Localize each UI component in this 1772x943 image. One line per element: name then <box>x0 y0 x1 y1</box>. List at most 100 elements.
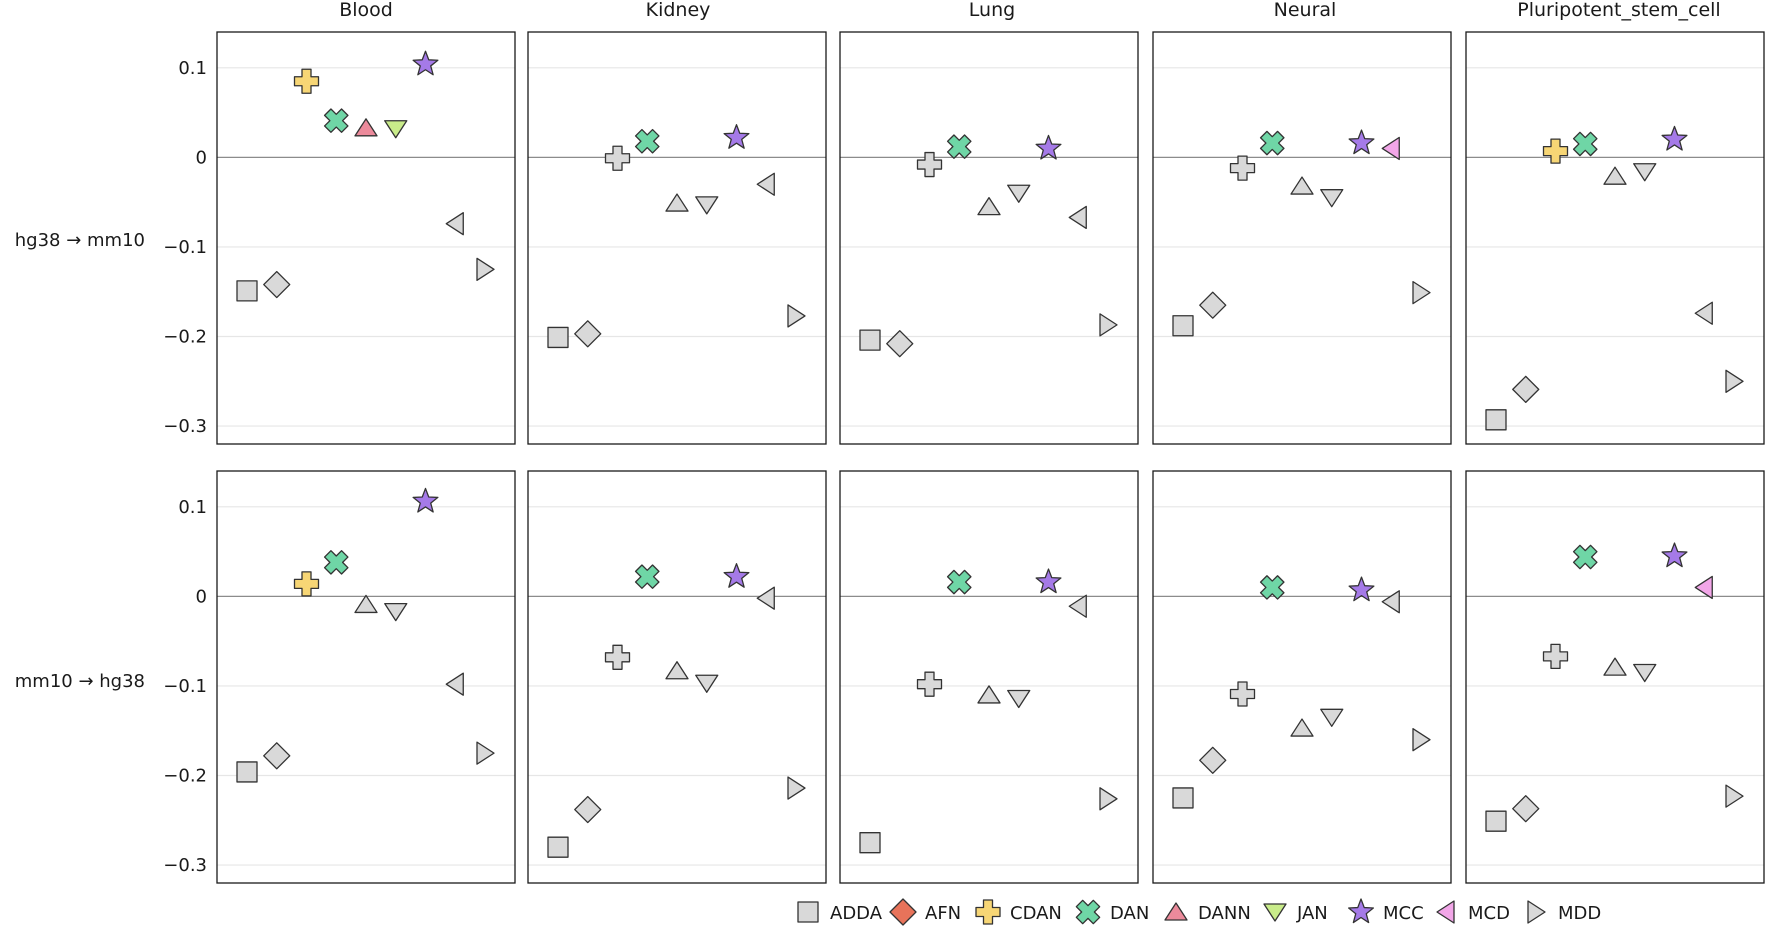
point-jan <box>384 602 408 622</box>
panel-hg38-mm10-lung <box>839 31 1139 445</box>
point-adda <box>1172 787 1194 809</box>
panel-hg38-mm10-neural <box>1152 31 1452 445</box>
point-mcd <box>1694 301 1713 325</box>
point-adda <box>1485 810 1507 832</box>
point-afn <box>263 742 291 770</box>
point-jan <box>1633 163 1657 182</box>
panel-frame <box>1152 31 1452 445</box>
point-jan <box>1320 708 1344 727</box>
panel-mm10-hg38-neural <box>1152 470 1452 884</box>
point-dan <box>323 550 349 575</box>
point-mcc <box>412 50 439 76</box>
point-jan <box>1320 189 1344 208</box>
legend-swatch-afn <box>889 898 917 926</box>
point-adda <box>236 280 258 302</box>
point-dan <box>634 128 660 154</box>
legend-item-mcd: MCD <box>1436 900 1510 924</box>
point-dan <box>1572 131 1598 157</box>
legend-label-mdd: MDD <box>1558 903 1601 924</box>
point-afn <box>1512 375 1540 404</box>
point-cdan <box>916 671 943 697</box>
point-mcd <box>1694 575 1713 600</box>
legend-swatch-dan <box>1075 899 1101 925</box>
legend-swatch-cdan <box>975 899 1001 925</box>
legend-swatch-dann <box>1164 902 1188 921</box>
point-mcc <box>1661 125 1688 151</box>
point-cdan <box>1542 138 1569 164</box>
point-dan <box>1259 130 1285 156</box>
point-mcc <box>1035 568 1062 594</box>
legend-label-dan: DAN <box>1110 903 1149 924</box>
y-tick-label: 0.1 <box>178 58 207 79</box>
point-adda <box>236 761 258 783</box>
row-label-hg38-to-mm10: hg38 → mm10 <box>15 230 145 251</box>
point-afn <box>574 320 602 348</box>
panel-frame <box>527 31 827 445</box>
y-tick-label: 0 <box>196 586 207 607</box>
point-cdan <box>604 644 631 670</box>
legend-item-mcc: MCC <box>1347 898 1424 924</box>
panel-mm10-hg38-kidney <box>527 470 827 884</box>
row-label-mm10-to-hg38: mm10 → hg38 <box>15 671 145 692</box>
point-mcd <box>445 672 464 696</box>
point-mcc <box>1035 134 1062 160</box>
point-cdan <box>1229 155 1256 181</box>
panel-frame <box>527 470 827 884</box>
point-dann <box>1290 176 1314 195</box>
point-jan <box>1633 663 1657 683</box>
y-tick-label: −0.1 <box>163 676 207 697</box>
point-cdan <box>1229 681 1256 707</box>
legend-label-dann: DANN <box>1198 903 1251 924</box>
column-titles: Blood Kidney Lung Neural Pluripotent_ste… <box>339 0 1721 21</box>
point-adda <box>1485 409 1507 431</box>
legend-item-dan: DAN <box>1075 899 1149 925</box>
point-jan <box>1007 184 1031 203</box>
point-dann <box>354 594 378 614</box>
point-dann <box>1290 718 1314 737</box>
point-mcc <box>1661 542 1688 568</box>
point-dann <box>665 661 689 680</box>
point-jan <box>695 196 719 215</box>
col-title-lung: Lung <box>969 0 1015 21</box>
legend-label-jan: JAN <box>1296 903 1328 924</box>
legend-item-afn: AFN <box>889 898 961 926</box>
panel-frame <box>216 31 516 445</box>
legend-item-cdan: CDAN <box>975 899 1062 925</box>
panel-hg38-mm10-blood: 0.1 0 −0.1 −0.2 −0.3 <box>163 31 516 445</box>
point-mcd <box>756 172 775 196</box>
point-afn <box>1512 795 1540 823</box>
point-cdan <box>916 151 943 178</box>
point-adda <box>547 836 569 858</box>
legend-label-afn: AFN <box>925 903 961 924</box>
point-afn <box>886 330 914 358</box>
point-dann <box>665 193 689 212</box>
point-mdd <box>787 776 806 800</box>
col-title-blood: Blood <box>339 0 393 21</box>
point-jan <box>384 120 408 139</box>
legend-item-mdd: MDD <box>1527 900 1601 924</box>
point-mdd <box>1725 369 1744 393</box>
point-mdd <box>787 304 806 328</box>
point-mcc <box>723 563 750 588</box>
y-tick-label: −0.1 <box>163 237 207 258</box>
panel-mm10-hg38-lung <box>839 470 1139 884</box>
point-dan <box>1572 544 1598 570</box>
y-tick-label: −0.2 <box>163 327 207 348</box>
point-mdd <box>1099 313 1118 337</box>
point-afn <box>574 795 602 824</box>
point-mdd <box>1412 280 1431 305</box>
legend-label-adda: ADDA <box>830 903 883 924</box>
panel-hg38-mm10-pluripotent_stem_cell <box>1465 31 1765 445</box>
y-tick-label: −0.3 <box>163 855 207 876</box>
point-cdan <box>604 145 631 171</box>
point-cdan <box>293 68 320 94</box>
point-dan <box>634 564 660 589</box>
y-tick-label: 0 <box>196 147 207 168</box>
col-title-kidney: Kidney <box>646 0 711 21</box>
point-afn <box>1199 746 1227 774</box>
point-dann <box>977 685 1001 704</box>
legend-item-dann: DANN <box>1164 902 1251 924</box>
legend-label-mcd: MCD <box>1468 903 1510 924</box>
panel-frame <box>1152 470 1452 884</box>
